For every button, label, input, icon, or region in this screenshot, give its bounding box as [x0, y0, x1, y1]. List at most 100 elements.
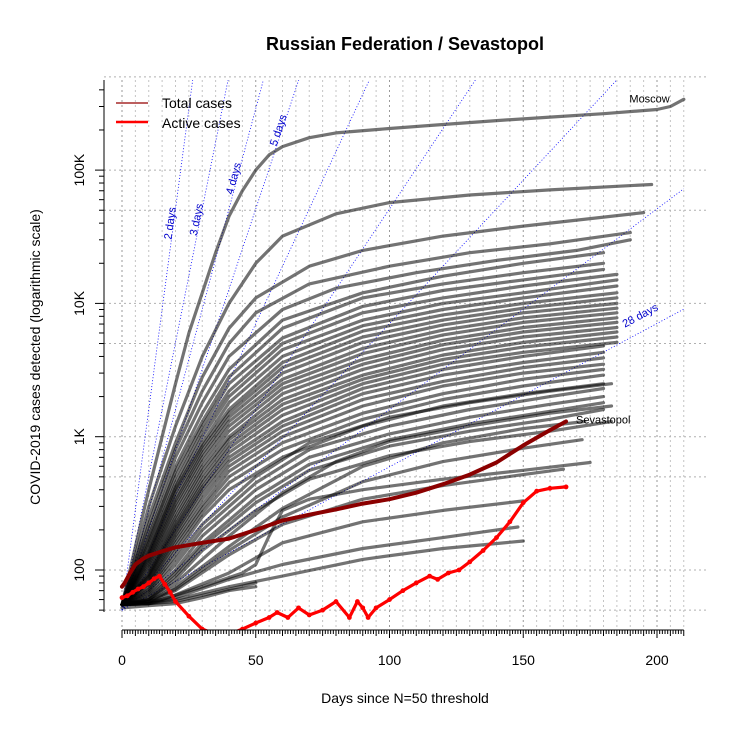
active-point — [355, 599, 360, 604]
region-series — [120, 373, 606, 607]
region-series — [120, 367, 606, 607]
y-axis-label: COVID-2019 cases detected (logarithmic s… — [27, 209, 43, 505]
x-tick-label: 100 — [378, 652, 402, 668]
active-point — [435, 577, 441, 582]
sevastopol-point — [160, 549, 164, 554]
region-series — [120, 316, 619, 607]
active-point — [285, 615, 291, 620]
x-tick-label: 150 — [512, 652, 536, 668]
region-series — [120, 182, 654, 607]
y-tick-label: 10K — [71, 290, 87, 316]
active-point — [239, 626, 245, 630]
y-tick-label: 100 — [71, 558, 87, 582]
region-series — [120, 231, 632, 607]
doubling-label: 3 days — [188, 202, 206, 237]
active-point — [151, 576, 157, 582]
region-series — [120, 585, 258, 610]
active-point — [186, 613, 192, 619]
active-point — [173, 599, 178, 604]
x-tick-label: 50 — [248, 652, 264, 668]
sevastopol-point — [494, 460, 499, 465]
doubling-line — [121, 80, 229, 611]
sevastopol-point — [521, 443, 526, 448]
active-point — [480, 548, 486, 553]
axes: 100 1K 10K 100K 0 50 100 150 200 — [71, 80, 685, 668]
legend-label-active: Active cases — [162, 115, 241, 131]
region-series — [120, 238, 632, 607]
sevastopol-point — [227, 536, 231, 541]
x-tick-label: 200 — [645, 652, 669, 668]
sevastopol-point — [253, 528, 258, 532]
sevastopol-point — [122, 581, 127, 585]
active-point — [387, 597, 392, 602]
active-point — [467, 559, 473, 565]
active-point — [346, 615, 352, 620]
sevastopol-point — [200, 540, 205, 545]
active-point — [456, 567, 462, 573]
sevastopol-point — [467, 472, 472, 477]
doubling-label: 2 days — [162, 206, 178, 240]
active-point — [157, 573, 162, 579]
y-tick-label: 1K — [71, 427, 87, 445]
active-point — [296, 605, 301, 611]
legend-label-total: Total cases — [162, 95, 232, 111]
sevastopol-point — [307, 512, 312, 517]
sevastopol-point — [133, 562, 138, 567]
active-point — [199, 626, 205, 630]
region-series — [120, 467, 565, 607]
active-point — [253, 620, 259, 626]
sevastopol-point — [173, 545, 178, 550]
region-series — [120, 362, 606, 607]
sevastopol-point — [387, 497, 392, 501]
active-point — [520, 500, 526, 506]
active-point — [306, 612, 312, 618]
region-series — [120, 401, 606, 607]
highlight-series — [119, 419, 569, 630]
active-point — [563, 484, 569, 490]
series-moscow — [120, 97, 686, 607]
active-point — [119, 595, 125, 601]
region-series — [120, 267, 606, 607]
active-point — [534, 488, 540, 494]
active-point — [507, 519, 513, 525]
label-sevastopol: Sevastopol — [576, 415, 630, 427]
legend: Total cases Active cases — [116, 95, 241, 131]
active-point — [274, 610, 280, 615]
active-point — [413, 580, 419, 586]
active-point — [146, 580, 152, 586]
active-point — [445, 570, 451, 576]
active-point — [124, 593, 130, 599]
active-point — [494, 535, 499, 541]
active-point — [360, 605, 366, 611]
background-series — [120, 97, 686, 610]
region-series — [120, 261, 606, 607]
region-series — [120, 404, 614, 607]
active-point — [167, 589, 173, 595]
region-series — [120, 211, 646, 607]
doubling-label: 5 days — [268, 113, 290, 148]
sevastopol-point — [146, 553, 151, 558]
active-point — [373, 605, 379, 611]
sevastopol-point — [564, 419, 568, 424]
active-point — [400, 588, 406, 594]
active-point — [547, 485, 553, 491]
sevastopol-point — [414, 490, 419, 495]
y-tick-label: 100K — [71, 153, 87, 186]
sevastopol-point — [360, 501, 365, 506]
sevastopol-point — [280, 518, 285, 523]
doubling-line — [121, 80, 618, 611]
active-point — [162, 581, 168, 587]
sevastopol-point — [548, 428, 552, 432]
label-moscow: Moscow — [629, 93, 669, 105]
series-labels: Moscow Sevastopol — [576, 93, 670, 426]
sevastopol-point — [128, 571, 132, 575]
x-tick-label: 0 — [118, 652, 126, 668]
active-point — [130, 589, 136, 595]
active-point — [333, 599, 339, 604]
sevastopol-point — [120, 584, 124, 589]
sevastopol-point — [441, 482, 445, 487]
active-point — [365, 615, 371, 620]
chart-title: Russian Federation / Sevastopol — [266, 34, 544, 54]
active-point — [135, 586, 141, 592]
